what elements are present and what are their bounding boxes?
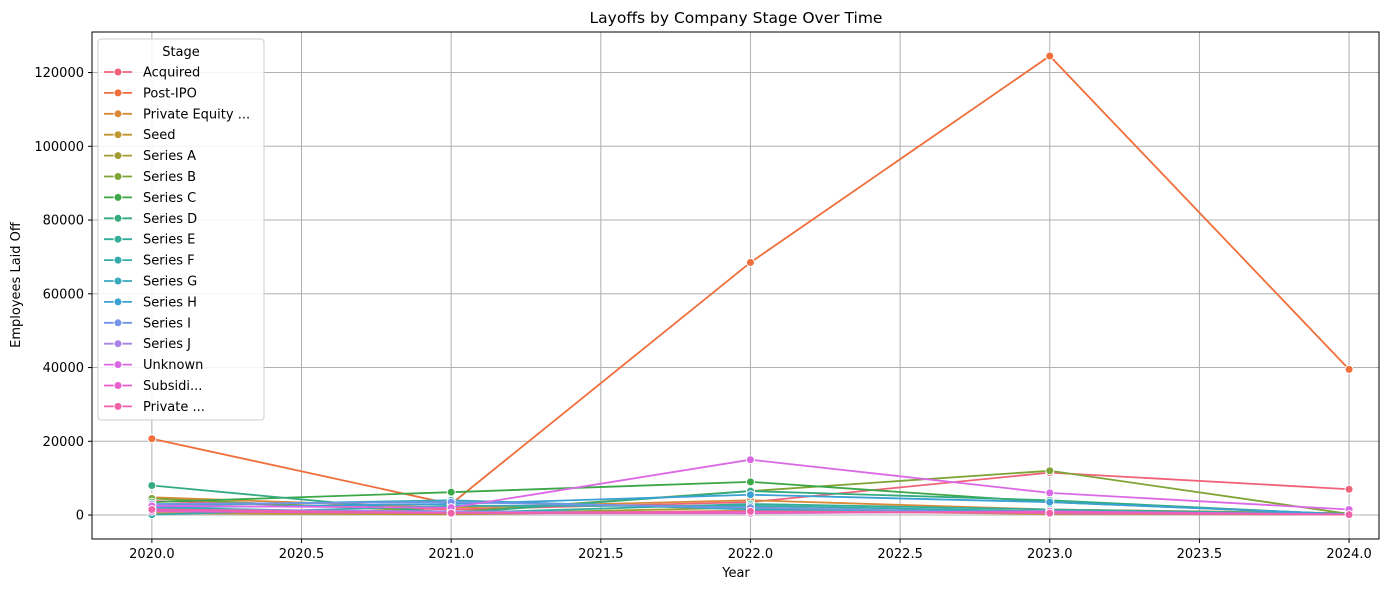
y-tick-label: 0 <box>76 509 84 524</box>
legend-label: Subsidi... <box>143 379 202 394</box>
legend-item: Series J <box>104 337 191 352</box>
data-point <box>1344 484 1354 494</box>
legend-item: Subsidi... <box>104 379 202 394</box>
legend-marker <box>113 67 123 77</box>
data-point <box>1045 497 1055 507</box>
y-tick-label: 20000 <box>43 435 84 450</box>
legend-label: Series G <box>143 275 197 290</box>
legend-label: Private ... <box>143 400 205 415</box>
legend-marker <box>113 192 123 202</box>
legend-item: Series I <box>104 316 191 331</box>
legend-marker <box>113 401 123 411</box>
data-point <box>745 506 755 516</box>
x-tick-label: 2023.5 <box>1177 547 1223 562</box>
legend-item: Series H <box>104 295 197 310</box>
legend-marker <box>113 318 123 328</box>
legend-item: Acquired <box>104 66 200 81</box>
legend-label: Series C <box>143 191 196 206</box>
data-point <box>1344 364 1354 374</box>
legend-item: Unknown <box>104 358 203 373</box>
data-point <box>1045 466 1055 476</box>
legend-marker <box>113 88 123 98</box>
legend-marker <box>113 339 123 349</box>
series-layer <box>147 51 1354 520</box>
legend-marker <box>113 276 123 286</box>
legend-item: Series E <box>104 233 195 248</box>
x-tick-label: 2021.5 <box>578 547 624 562</box>
legend-marker <box>113 130 123 140</box>
legend-item: Series B <box>104 170 196 185</box>
legend-label: Series B <box>143 170 196 185</box>
legend-label: Series I <box>143 316 191 331</box>
x-tick-label: 2023.0 <box>1027 547 1073 562</box>
legend-box <box>97 38 265 421</box>
x-axis: 2020.0 2020.5 2021.0 2021.5 2022.0 2022.5 2023… <box>129 539 1372 562</box>
data-point <box>446 487 456 497</box>
legend-title: Stage <box>162 45 200 60</box>
series-group <box>147 455 1354 515</box>
y-tick-label: 100000 <box>34 140 84 155</box>
legend-marker <box>113 109 123 119</box>
legend-marker <box>113 381 123 390</box>
legend-label: Private Equity ... <box>143 107 250 122</box>
x-axis-title: Year <box>721 566 750 581</box>
x-tick-label: 2022.5 <box>877 547 923 562</box>
legend-item: Series F <box>104 254 195 269</box>
legend-label: Acquired <box>143 66 200 81</box>
legend-marker <box>113 172 123 181</box>
data-point <box>745 257 755 267</box>
data-point <box>147 434 157 444</box>
y-tick-label: 40000 <box>43 361 84 376</box>
x-tick-label: 2022.0 <box>728 547 774 562</box>
legend-label: Series D <box>143 212 197 227</box>
legend-item: Private Equity ... <box>104 107 250 122</box>
legend-item: Seed <box>104 128 176 143</box>
legend-label: Post-IPO <box>143 86 197 101</box>
legend-label: Series A <box>143 149 196 164</box>
data-point <box>1344 510 1354 520</box>
legend-marker <box>113 360 123 370</box>
y-tick-label: 60000 <box>43 287 84 302</box>
legend-item: Post-IPO <box>104 86 197 101</box>
x-tick-label: 2024.0 <box>1326 547 1372 562</box>
y-tick-label: 80000 <box>43 214 84 229</box>
legend-label: Series F <box>143 254 195 269</box>
legend-marker <box>113 213 123 223</box>
data-point <box>1045 508 1055 518</box>
x-tick-label: 2021.0 <box>428 547 474 562</box>
data-point <box>446 508 456 518</box>
x-tick-label: 2020.5 <box>279 547 325 562</box>
legend-marker <box>113 234 123 244</box>
data-point <box>745 455 755 465</box>
legend-label: Series E <box>143 233 195 248</box>
x-tick-label: 2020.0 <box>129 547 175 562</box>
data-point <box>1045 51 1055 61</box>
legend-item: Series A <box>104 149 196 164</box>
legend-marker <box>113 151 123 161</box>
legend: Stage Acquired Post-IPO Private Equity ...… <box>97 38 265 421</box>
data-point <box>745 490 755 500</box>
legend-label: Seed <box>143 128 176 143</box>
legend-marker <box>113 255 123 265</box>
data-point <box>1045 488 1055 498</box>
data-point <box>147 505 157 515</box>
legend-item: Series G <box>104 275 197 290</box>
y-tick-label: 120000 <box>34 66 84 81</box>
y-axis: 0 20000 40000 60000 80000 100000 120000 <box>34 66 92 524</box>
legend-item: Series D <box>104 212 197 227</box>
data-point <box>745 477 755 487</box>
legend-item: Private ... <box>104 400 205 415</box>
chart-title: Layoffs by Company Stage Over Time <box>590 9 883 27</box>
legend-label: Unknown <box>143 358 203 373</box>
legend-label: Series H <box>143 295 197 310</box>
legend-marker <box>113 297 123 307</box>
series-group <box>147 505 1354 520</box>
legend-item: Series C <box>104 191 196 206</box>
plot-frame <box>91 31 1380 540</box>
y-axis-title: Employees Laid Off <box>9 221 24 348</box>
data-point <box>147 481 157 491</box>
legend-label: Series J <box>143 337 191 352</box>
